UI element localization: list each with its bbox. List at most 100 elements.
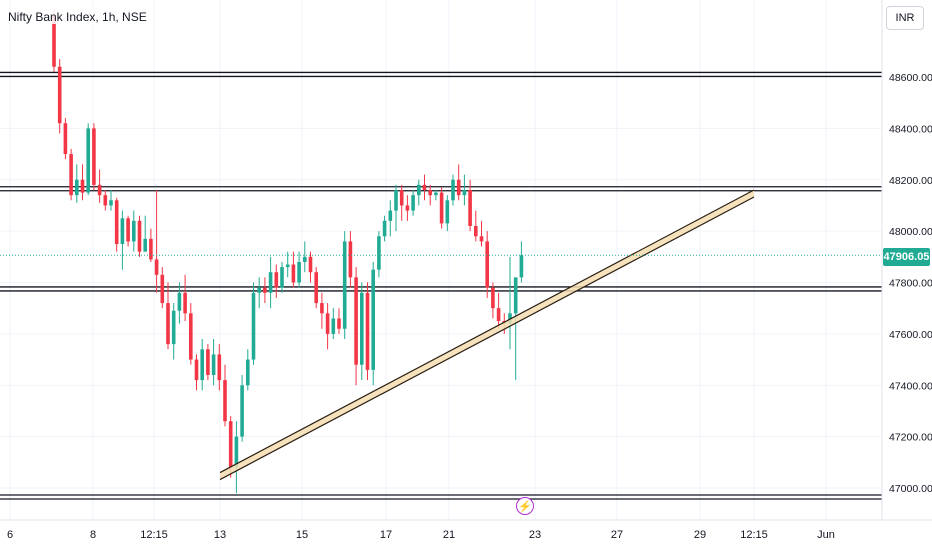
candle	[246, 349, 250, 391]
candle-body	[342, 241, 347, 329]
price-axis[interactable]: 47000.00 47200.00 47400.00 47600.00 47800.00…	[881, 0, 932, 520]
lightning-icon[interactable]: ⚡	[516, 497, 534, 515]
candle-body	[132, 220, 136, 242]
candle	[154, 190, 159, 293]
candle	[137, 215, 142, 257]
candle-body	[513, 277, 518, 314]
candle	[485, 231, 489, 298]
trend-fill	[220, 190, 754, 480]
candle	[86, 123, 90, 196]
candle-body	[274, 272, 279, 288]
candle-body	[456, 179, 461, 196]
candle	[314, 267, 318, 309]
time-tick-label: 6	[7, 529, 13, 541]
candle	[491, 282, 495, 319]
candle-body	[228, 421, 233, 468]
candle-body	[166, 303, 170, 345]
candle	[342, 231, 347, 340]
candle	[211, 339, 216, 386]
candle-body	[428, 190, 432, 196]
candle-body	[246, 359, 250, 386]
price-tick-label: 47000.00	[889, 483, 932, 495]
candle-body	[388, 210, 393, 221]
candle-body	[200, 349, 204, 381]
candle	[69, 148, 73, 201]
candle	[405, 195, 410, 221]
candle	[97, 169, 102, 203]
candle	[348, 231, 353, 288]
horizontal-levels[interactable]	[0, 71, 882, 500]
candle-body	[160, 274, 165, 304]
candle-body	[97, 184, 102, 196]
last-price-label: 47906.05	[883, 248, 930, 266]
candle-body	[348, 241, 353, 278]
candle-body	[69, 154, 73, 196]
candle	[496, 292, 501, 329]
candle	[109, 190, 113, 211]
candle-body	[109, 200, 113, 206]
candle	[217, 344, 222, 391]
price-tick-label: 48400.00	[889, 123, 932, 135]
candle	[399, 184, 404, 221]
candle	[75, 164, 79, 203]
candle-body	[183, 292, 187, 314]
candle	[120, 210, 125, 270]
candle	[354, 267, 358, 386]
candle-body	[189, 313, 193, 360]
candle-body	[325, 313, 330, 334]
candle	[189, 303, 193, 365]
candle-body	[371, 269, 375, 370]
candle-body	[314, 272, 318, 304]
grid	[0, 0, 882, 520]
candle-body	[149, 238, 153, 260]
candle-body	[211, 354, 216, 375]
candle-body	[485, 241, 489, 288]
candle-body	[280, 267, 284, 288]
candle-body	[240, 385, 244, 437]
candle	[320, 292, 324, 329]
time-tick-label: 29	[694, 529, 706, 541]
candle-body	[80, 179, 85, 193]
candle-body	[177, 292, 182, 311]
candle	[57, 59, 62, 134]
candle	[479, 220, 484, 247]
time-tick-label: 27	[611, 529, 623, 541]
candle-body	[308, 256, 313, 273]
candle	[382, 215, 387, 242]
candle	[508, 256, 512, 350]
candle-body	[354, 277, 358, 365]
candle-body	[445, 200, 450, 224]
candle-body	[217, 354, 222, 381]
candle	[519, 241, 524, 283]
candle-body	[434, 192, 438, 196]
candle	[268, 256, 273, 309]
time-axis[interactable]: 6 8 12:15 13 15 17 21 23 27 29 12:15 Jun	[0, 519, 932, 541]
candle-body	[451, 179, 455, 201]
candle	[143, 215, 147, 252]
candle	[291, 251, 296, 288]
candle-body	[303, 256, 307, 262]
candle-body	[462, 190, 467, 196]
candle	[513, 277, 518, 381]
candle-body	[92, 128, 96, 185]
candle	[428, 184, 432, 206]
candle	[411, 190, 415, 216]
candle-body	[291, 264, 296, 283]
candle-body	[223, 380, 227, 422]
candle-body	[114, 200, 119, 244]
candle-body	[285, 264, 290, 268]
candle-body	[297, 261, 301, 283]
candle	[166, 282, 170, 350]
currency-button[interactable]: INR	[886, 6, 924, 30]
candle-body	[257, 287, 261, 293]
trendline-channel[interactable]	[219, 189, 755, 481]
price-tick-label: 48600.00	[889, 72, 932, 84]
candle-body	[137, 220, 142, 252]
candle	[177, 282, 182, 324]
candle	[183, 274, 187, 322]
candle	[445, 195, 450, 232]
candle	[456, 164, 461, 201]
price-tick-label: 48000.00	[889, 226, 932, 238]
